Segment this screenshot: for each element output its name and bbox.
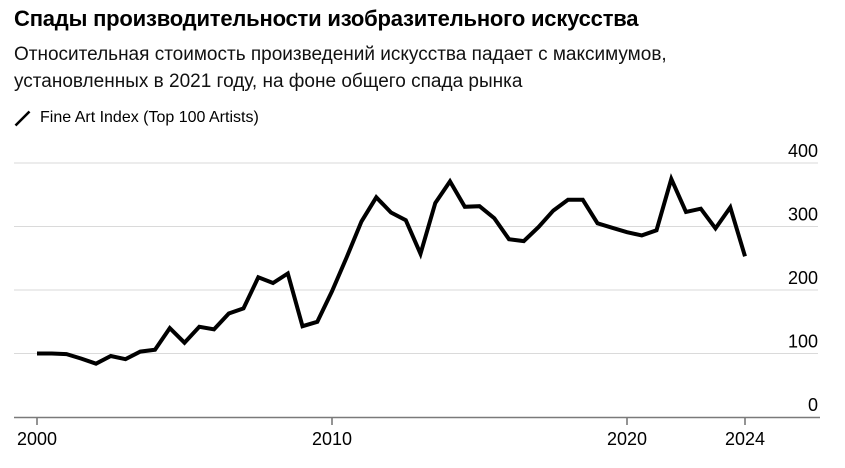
y-axis-label: 300 xyxy=(788,205,818,225)
x-axis-label: 2020 xyxy=(607,429,647,449)
chart-title: Спады производительности изобразительног… xyxy=(14,6,639,31)
chart-header: Спады производительности изобразительног… xyxy=(14,6,829,127)
series-line xyxy=(37,173,747,366)
diagonal-line-icon xyxy=(14,110,31,127)
x-axis-label: 2000 xyxy=(17,429,57,449)
y-axis-label: 0 xyxy=(808,395,818,415)
x-axis xyxy=(14,416,820,425)
chart-subtitle: Относительная стоимость произведений иск… xyxy=(14,42,829,96)
y-axis-label: 100 xyxy=(788,332,818,352)
x-axis-label: 2024 xyxy=(725,429,765,449)
chart-subtitle-line-2: установленных в 2021 году, на фоне общег… xyxy=(14,71,523,93)
x-axis-label: 2010 xyxy=(312,429,352,449)
y-axis-label: 400 xyxy=(788,141,818,161)
y-axis-label: 200 xyxy=(788,268,818,288)
axis-labels: 0 100 200 300 400 2000 2010 2020 2024 xyxy=(17,141,818,449)
legend: Fine Art Index (Top 100 Artists) xyxy=(14,109,829,127)
legend-series-label: Fine Art Index (Top 100 Artists) xyxy=(40,109,259,127)
chart-subtitle-line-1: Относительная стоимость произведений иск… xyxy=(14,44,667,66)
gridlines xyxy=(14,162,818,354)
series-polyline xyxy=(37,173,747,366)
